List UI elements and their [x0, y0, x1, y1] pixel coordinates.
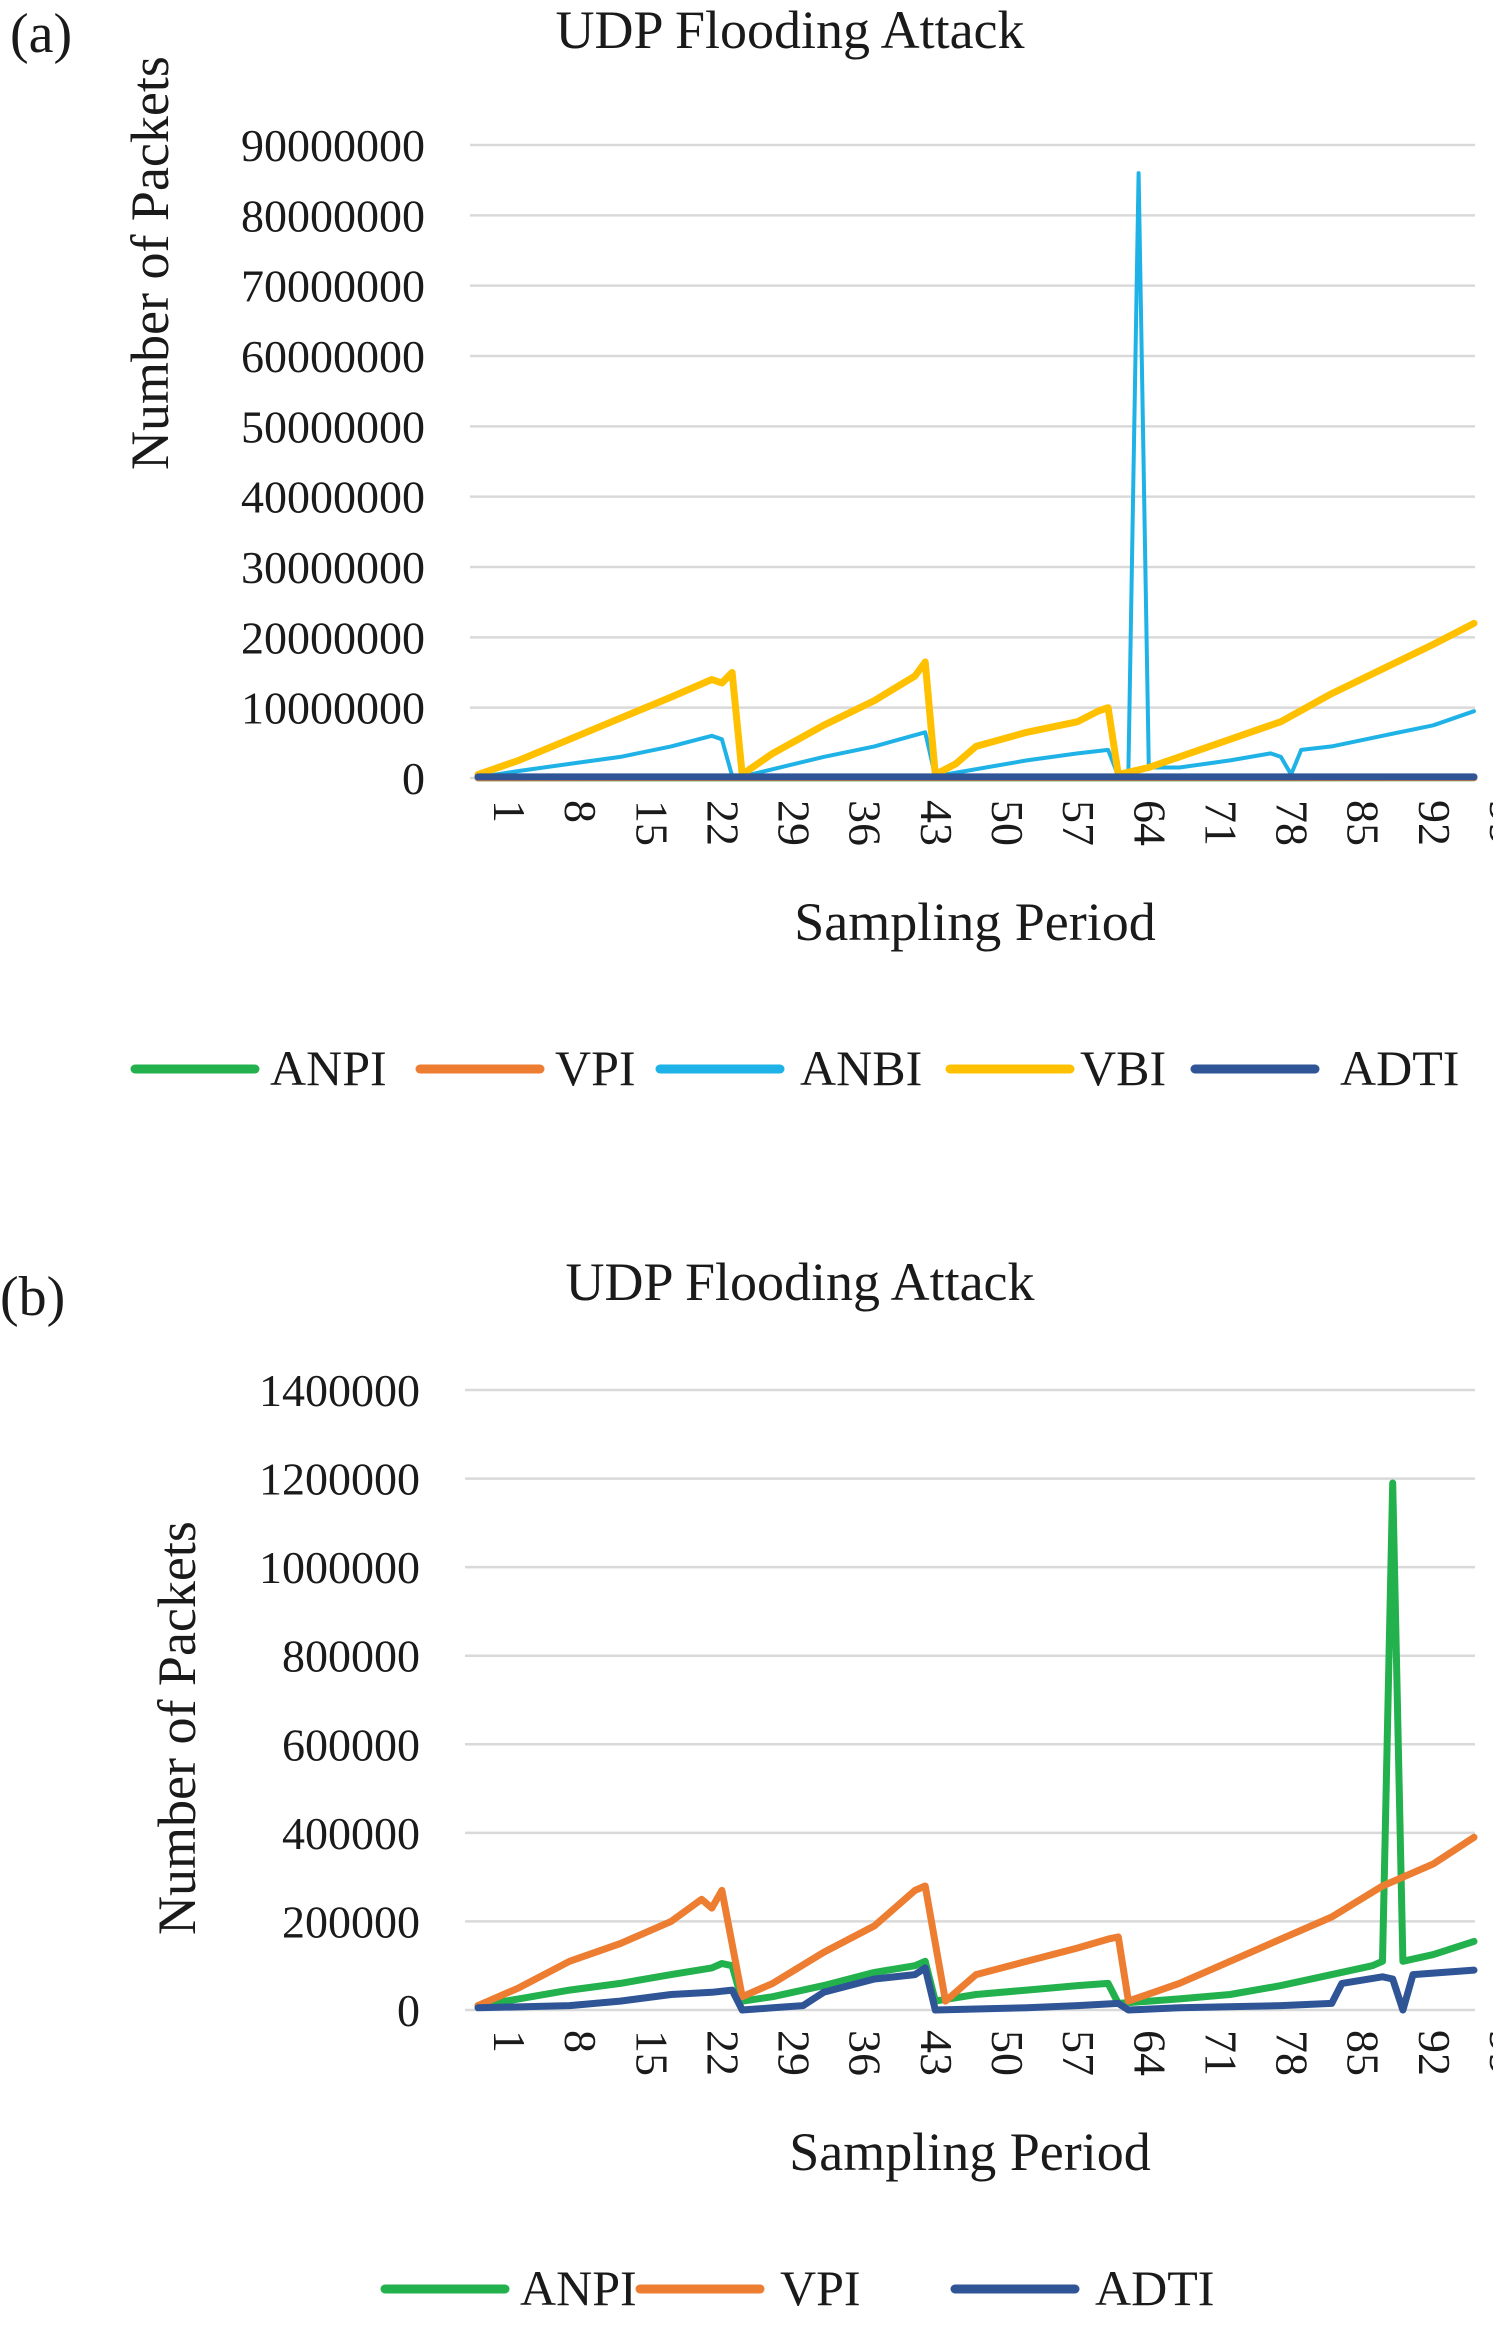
chart-b-x-tick-label: 8 [555, 2030, 606, 2053]
chart-b-y-tick-label: 200000 [282, 1896, 420, 1947]
chart-a-x-tick-label: 78 [1267, 800, 1318, 846]
panel-label-a: (a) [10, 3, 72, 65]
chart-b-y-tick-label: 400000 [282, 1808, 420, 1859]
chart-a-x-tick-label: 22 [697, 800, 748, 846]
chart-a-x-tick-label: 64 [1124, 800, 1175, 846]
chart-a-x-tick-label: 36 [840, 800, 891, 846]
chart-b-legend-label-adti: ADTI [1095, 2260, 1214, 2316]
chart-a-y-tick-label: 50000000 [241, 401, 425, 452]
chart-b-x-tick-label: 1 [484, 2030, 535, 2053]
chart-b-series-vpi-line [474, 1833, 1478, 2010]
chart-a-x-tick-label: 29 [769, 800, 820, 846]
chart-b-y-tick-label: 1000000 [259, 1542, 420, 1593]
chart-a-y-tick-label: 0 [402, 753, 425, 804]
chart-b-x-tick-label: 29 [769, 2030, 820, 2076]
chart-a-plot: 90000000 80000000 70000000 60000000 50000000… [241, 120, 1493, 846]
chart-a-y-tick-label: 30000000 [241, 542, 425, 593]
chart-b-y-tick-label: 0 [397, 1985, 420, 2036]
chart-b-plot: 1400000120000010000008000006000004000002… [259, 1365, 1493, 2076]
chart-b-legend-label-vpi: VPI [780, 2260, 861, 2316]
chart-b-x-tick-label: 64 [1124, 2030, 1175, 2076]
chart-a-x-tick-label: 57 [1053, 800, 1104, 846]
chart-b-x-tick-label: 57 [1053, 2030, 1104, 2076]
chart-b-x-tick-label: 15 [626, 2030, 677, 2076]
chart-a-y-tick-label: 80000000 [241, 190, 425, 241]
chart-b-series-anpi-line [474, 1479, 1478, 2010]
chart-b-x-tick-label: 92 [1409, 2030, 1460, 2076]
chart-b-x-tick-label: 99 [1480, 2030, 1493, 2076]
chart-a-y-tick-label: 70000000 [241, 261, 425, 312]
chart-b-y-axis-label: Number of Packets [147, 1521, 207, 1935]
chart-a-series-anbi-line [476, 171, 1476, 780]
chart-a-y-tick-label: 90000000 [241, 120, 425, 171]
chart-a-x-tick-label: 99 [1480, 800, 1493, 846]
chart-a-title: UDP Flooding Attack [555, 0, 1024, 60]
chart-a-y-tick-label: 60000000 [241, 331, 425, 382]
chart-a-x-tick-label: 15 [626, 800, 677, 846]
chart-a-x-tick-label: 43 [911, 800, 962, 846]
panel-label-b: (b) [0, 1266, 65, 1328]
chart-a-series-vbi-line [474, 619, 1478, 778]
chart-a-y-axis-label: Number of Packets [120, 56, 180, 470]
chart-b-x-tick-label: 71 [1195, 2030, 1246, 2076]
chart-b-x-tick-label: 78 [1267, 2030, 1318, 2076]
chart-a-x-tick-label: 71 [1195, 800, 1246, 846]
chart-b-legend: ANPI VPI ADTI [380, 2260, 1214, 2316]
chart-a-x-tick-label: 8 [555, 800, 606, 823]
chart-a-y-tick-label: 10000000 [241, 683, 425, 734]
chart-b-series-adti-line [474, 1964, 1478, 2014]
chart-a-legend-label-anbi: ANBI [800, 1040, 922, 1096]
chart-a-legend-label-vbi: VBI [1080, 1040, 1166, 1096]
chart-a-x-tick-label: 50 [982, 800, 1033, 846]
chart-a-x-tick-label: 85 [1338, 800, 1389, 846]
chart-a-legend-label-anpi: ANPI [270, 1040, 387, 1096]
chart-a-x-tick-label: 92 [1409, 800, 1460, 846]
chart-b-y-tick-label: 1200000 [259, 1454, 420, 1505]
chart-b-y-tick-label: 1400000 [259, 1365, 420, 1416]
chart-b-x-tick-label: 43 [911, 2030, 962, 2076]
chart-b-legend-label-anpi: ANPI [520, 2260, 637, 2316]
chart-b-x-tick-label: 22 [697, 2030, 748, 2076]
chart-b-x-tick-label: 50 [982, 2030, 1033, 2076]
chart-b-x-tick-label: 85 [1338, 2030, 1389, 2076]
chart-b-x-axis-label: Sampling Period [789, 2122, 1151, 2182]
chart-a-x-tick-label: 1 [484, 800, 535, 823]
chart-b-y-tick-label: 800000 [282, 1631, 420, 1682]
chart-b-x-tick-label: 36 [840, 2030, 891, 2076]
chart-a-x-axis-label: Sampling Period [794, 892, 1156, 952]
chart-a-legend: ANPI VPI ANBI VBI ADTI [130, 1040, 1459, 1096]
chart-b-y-tick-label: 600000 [282, 1719, 420, 1770]
chart-b-title: UDP Flooding Attack [565, 1252, 1034, 1312]
chart-a-legend-label-vpi: VPI [555, 1040, 636, 1096]
chart-a-y-tick-label: 40000000 [241, 472, 425, 523]
chart-a-y-tick-label: 20000000 [241, 612, 425, 663]
chart-a-legend-label-adti: ADTI [1340, 1040, 1459, 1096]
